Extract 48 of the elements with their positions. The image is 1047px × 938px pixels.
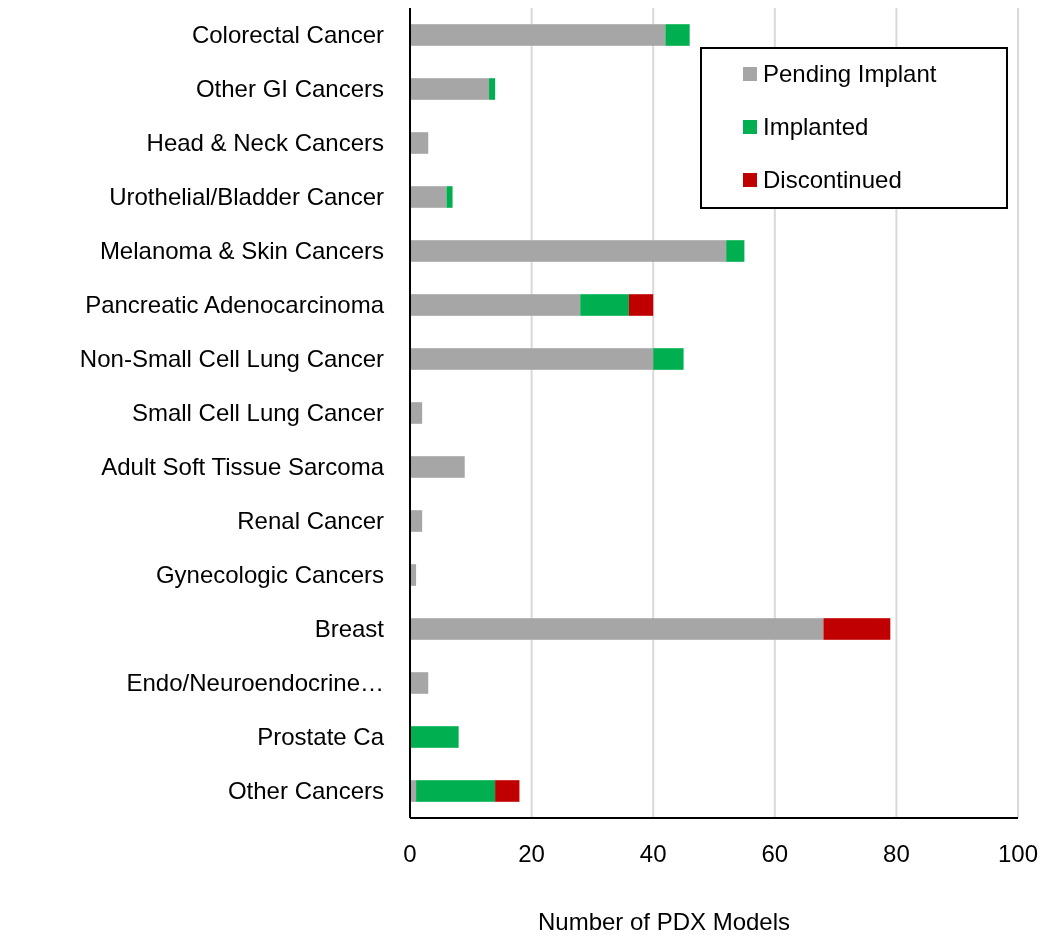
- bar: [416, 780, 496, 802]
- y-tick-label: Colorectal Cancer: [191, 21, 384, 49]
- y-tick-label: Melanoma & Skin Cancers: [99, 237, 384, 265]
- bar: [410, 510, 423, 532]
- y-tick-label: Breast: [314, 615, 385, 643]
- legend-label: Implanted: [763, 113, 869, 141]
- y-tick-label: Adult Soft Tissue Sarcoma: [101, 453, 385, 481]
- y-tick-label: Renal Cancer: [237, 507, 384, 535]
- y-tick-label: Pancreatic Adenocarcinoma: [85, 291, 385, 319]
- bar: [726, 240, 745, 262]
- bar: [410, 726, 459, 748]
- bar: [489, 78, 496, 100]
- bar: [410, 402, 423, 424]
- y-tick-label: Small Cell Lung Cancer: [131, 399, 384, 427]
- bar: [495, 780, 520, 802]
- y-tick-label: Other Cancers: [227, 777, 384, 805]
- x-tick-label: 80: [883, 840, 910, 867]
- y-tick-label: Head & Neck Cancers: [146, 129, 384, 157]
- bar: [410, 618, 824, 640]
- bar: [446, 186, 453, 208]
- legend-label: Pending Implant: [763, 60, 937, 88]
- bar: [410, 348, 654, 370]
- bar: [410, 78, 490, 100]
- bar: [410, 132, 429, 154]
- bar: [580, 294, 629, 316]
- bar: [653, 348, 684, 370]
- x-tick-label: 20: [518, 840, 545, 867]
- bar: [410, 24, 666, 46]
- bar: [628, 294, 654, 316]
- bar: [823, 618, 891, 640]
- bar: [665, 24, 690, 46]
- bar: [410, 186, 447, 208]
- bar: [410, 456, 465, 478]
- y-tick-label: Urothelial/Bladder Cancer: [109, 183, 384, 211]
- bar: [410, 294, 581, 316]
- x-tick-label: 100: [997, 840, 1039, 867]
- x-tick-label: 40: [639, 840, 667, 867]
- x-axis-title: Number of PDX Models: [537, 908, 791, 935]
- x-tick-label: 0: [403, 840, 417, 867]
- bar: [410, 672, 429, 694]
- x-tick-label: 60: [761, 840, 789, 867]
- legend-label: Discontinued: [763, 166, 902, 194]
- y-tick-label: Gynecologic Cancers: [155, 561, 384, 589]
- bar: [410, 240, 727, 262]
- y-tick-label: Prostate Ca: [257, 723, 385, 751]
- y-tick-label: Endo/Neuroendocrine…: [126, 669, 384, 697]
- y-tick-label: Other GI Cancers: [195, 75, 384, 103]
- y-tick-label: Non-Small Cell Lung Cancer: [79, 345, 384, 373]
